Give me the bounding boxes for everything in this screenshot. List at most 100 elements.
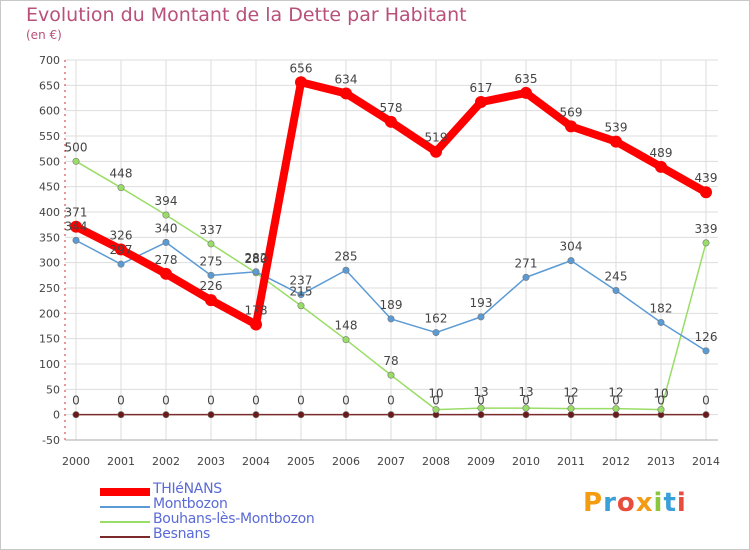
series-point-2 [162,211,170,219]
logo-letter: x [635,488,654,518]
series-point-3 [297,411,305,419]
data-label: 339 [695,222,718,236]
chart-title: Evolution du Montant de la Dette par Hab… [26,4,467,26]
data-label: 0 [207,394,215,408]
data-label: 271 [515,256,538,270]
axes: -500501001502002503003504004505005506006… [39,54,720,468]
legend-swatch-bouhans [100,521,150,523]
series-point-0 [385,115,397,128]
legend-label-bouhans: Bouhans-lès-Montbozon [153,511,315,527]
series-point-2 [387,371,395,379]
series-point-3 [342,411,350,419]
series-point-0 [700,186,712,199]
data-label: 539 [605,121,628,135]
data-label: 0 [567,394,575,408]
data-label: 0 [657,394,665,408]
series-point-3 [702,411,710,419]
legend-label-besnans: Besnans [153,526,211,542]
series-point-0 [655,160,667,173]
series-point-2 [612,405,620,413]
series-point-3 [567,411,575,419]
series-point-0 [565,120,577,133]
data-label: 635 [515,72,538,86]
data-label: 10 [428,387,443,401]
series-point-2 [477,404,485,412]
series-point-0 [160,267,172,280]
y-tick-label: 200 [39,307,60,320]
logo-letter: r [603,488,617,518]
series-point-2 [342,336,350,344]
data-label: 297 [110,243,133,257]
data-label: 245 [605,270,628,284]
y-tick-label: 700 [39,54,60,67]
x-tick-label: 2013 [647,455,675,468]
y-tick-label: 600 [39,105,60,118]
series-point-0 [610,135,622,148]
data-label: 0 [432,394,440,408]
data-label: 126 [695,330,718,344]
data-label: 0 [702,394,710,408]
series-point-2 [522,404,530,412]
series-point-0 [475,96,487,109]
series-point-1 [432,329,440,337]
x-tick-label: 2009 [467,455,495,468]
series-point-1 [387,315,395,323]
legend-label-thienans: THIéNANS [153,481,222,497]
x-tick-label: 2004 [242,455,270,468]
data-label: 489 [650,146,673,160]
y-tick-label: 350 [39,231,60,244]
data-label: 519 [425,131,448,145]
x-tick-label: 2000 [62,455,90,468]
series-point-0 [430,145,442,158]
series-point-2 [207,240,215,248]
series-point-3 [72,411,80,419]
x-tick-label: 2012 [602,455,630,468]
data-label: 182 [650,301,673,315]
y-tick-label: 400 [39,206,60,219]
data-label: 326 [110,228,133,242]
y-tick-label: 450 [39,181,60,194]
data-label: 12 [608,386,623,400]
x-tick-label: 2007 [377,455,405,468]
data-label: 215 [290,285,313,299]
x-tick-label: 2014 [692,455,720,468]
series-point-0 [250,318,262,331]
data-label: 282 [245,251,268,265]
data-label: 13 [518,385,533,399]
x-tick-label: 2005 [287,455,315,468]
data-label: 394 [155,194,178,208]
data-label: 569 [560,105,583,119]
chart-unit: (en €) [26,28,62,42]
data-label: 189 [380,298,403,312]
series-point-0 [205,294,217,307]
data-label: 0 [522,394,530,408]
data-label: 162 [425,312,448,326]
series-point-2 [432,406,440,414]
series-point-0 [295,76,307,89]
series-point-0 [115,243,127,256]
series-point-2 [657,406,665,414]
x-tick-label: 2006 [332,455,360,468]
series-point-3 [162,411,170,419]
data-label: 148 [335,319,358,333]
data-label: 340 [155,221,178,235]
data-label: 0 [387,394,395,408]
y-tick-label: 500 [39,155,60,168]
series-lines [70,76,712,419]
data-label: 0 [477,394,485,408]
legend-swatch-montbozon [100,506,150,508]
x-tick-label: 2001 [107,455,135,468]
series-point-3 [117,411,125,419]
data-label: 10 [653,387,668,401]
series-point-1 [117,260,125,268]
data-label: 0 [72,394,80,408]
data-label: 0 [252,394,260,408]
y-tick-label: 300 [39,257,60,270]
data-labels: 0 0 0 0 0 0 0 0 0 0 0 0 0 0 0 500 448 394 337 280 215 148 78 10… [65,61,718,407]
x-tick-label: 2002 [152,455,180,468]
series-point-1 [297,291,305,299]
data-label: 448 [110,167,133,181]
data-label: 226 [200,279,223,293]
series-point-2 [297,302,305,310]
